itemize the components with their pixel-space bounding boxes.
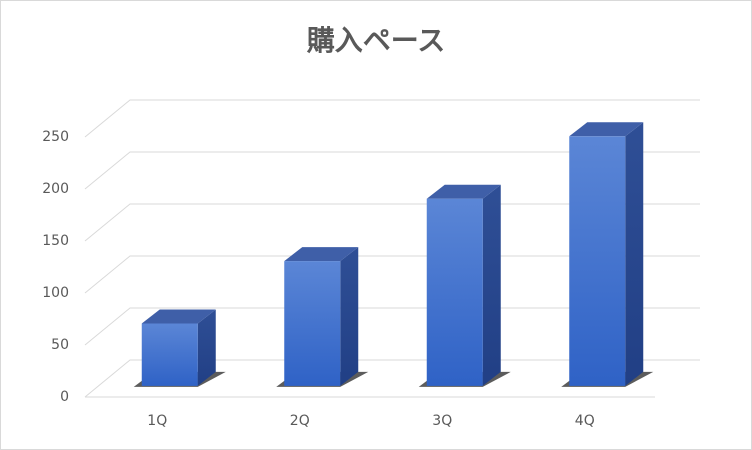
bar [141,323,198,386]
bar-side [340,247,359,386]
grid-line [84,203,700,242]
y-tick-label: 250 [42,129,69,145]
bar [284,261,341,386]
bar [426,198,483,386]
grid-line [84,99,700,138]
y-tick-label: 50 [51,337,69,353]
bar-side [482,184,501,386]
bar-side [625,122,644,386]
x-tick-label: 2Q [290,413,310,429]
bar-top [141,309,216,324]
x-tick-label: 3Q [432,413,452,429]
grid-line [84,359,700,398]
y-tick-label: 200 [42,181,69,197]
grid-line [84,255,700,294]
chart-title: 購入ペース [307,24,446,57]
y-tick-label: 150 [42,233,69,249]
bar [569,136,626,386]
bar-top [426,184,501,199]
grid-line [84,307,700,346]
grid-line [84,151,700,190]
x-tick-label: 4Q [575,413,595,429]
bar-top [284,247,359,262]
bar-top [569,122,644,137]
bar-side [197,309,216,386]
y-tick-label: 0 [60,389,69,405]
x-tick-label: 1Q [147,413,167,429]
y-tick-label: 100 [42,285,69,301]
